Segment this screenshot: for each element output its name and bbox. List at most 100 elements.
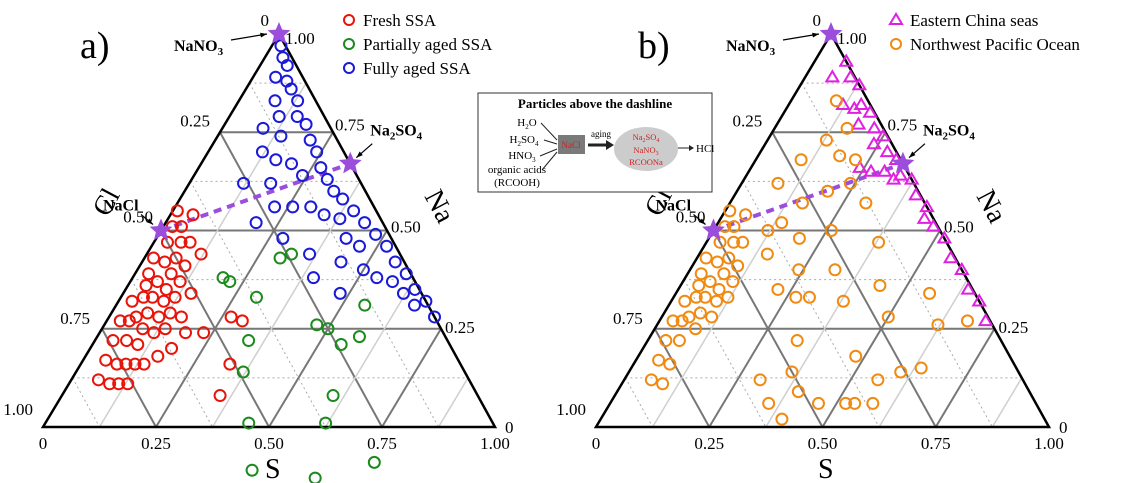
- data-points-b: [644, 53, 994, 426]
- data-point: [280, 58, 294, 72]
- data-point: [652, 353, 666, 367]
- data-point: [152, 310, 166, 324]
- inset-input-h2o: H2O: [517, 117, 536, 131]
- data-point: [682, 310, 696, 324]
- grid-line: [268, 229, 388, 428]
- tick-label-s: 1.00: [480, 434, 510, 453]
- data-point: [838, 53, 855, 67]
- grid-line-light: [437, 377, 469, 428]
- reference-label: Na2SO4: [370, 123, 422, 143]
- data-points-a: [91, 39, 442, 483]
- tick-label-cl: 1.00: [556, 400, 586, 419]
- data-point: [164, 267, 178, 281]
- data-point: [872, 235, 886, 249]
- data-point: [771, 176, 785, 190]
- ref-arrowhead: [146, 218, 153, 225]
- data-point: [333, 212, 347, 226]
- data-point: [139, 279, 153, 293]
- tick-label-na: 0.25: [445, 318, 475, 337]
- tick-label-cl: 0: [261, 11, 270, 30]
- data-point: [314, 161, 328, 175]
- data-point: [284, 82, 298, 96]
- data-point: [194, 247, 208, 261]
- axis-title-na-b: Na: [970, 185, 1013, 229]
- inset-product-rcoona: RCOONa: [629, 157, 663, 167]
- data-point: [285, 157, 299, 171]
- data-point: [136, 290, 150, 304]
- data-point: [356, 263, 370, 277]
- reference-star: [819, 22, 843, 44]
- data-point: [908, 187, 924, 201]
- data-point: [370, 271, 384, 285]
- reference-points-b: NaNO3 Na2SO4 NaCl: [656, 22, 975, 241]
- data-point: [849, 349, 863, 363]
- data-point: [334, 255, 348, 269]
- dashline-b: [712, 161, 904, 233]
- reference-star: [891, 151, 915, 174]
- inset-product-ellipse: [614, 127, 678, 171]
- axis-title-na-a: Na: [418, 185, 461, 229]
- data-point: [103, 377, 117, 391]
- reference-points-a: NaNO3 Na2SO4 NaCl: [103, 22, 423, 241]
- data-point: [339, 231, 353, 245]
- data-point: [184, 286, 198, 300]
- data-point: [122, 314, 136, 328]
- data-point: [739, 208, 753, 222]
- data-point: [369, 227, 383, 241]
- data-point: [723, 204, 737, 218]
- data-point: [150, 275, 164, 289]
- data-point: [722, 251, 736, 265]
- legend-label: Partially aged SSA: [363, 35, 493, 54]
- data-point: [644, 373, 658, 387]
- data-point: [235, 314, 249, 328]
- data-point: [873, 279, 887, 293]
- data-point: [710, 294, 723, 308]
- data-point: [174, 310, 188, 324]
- data-point: [753, 373, 767, 387]
- grid-line: [742, 181, 880, 428]
- panel-label-b: b): [638, 25, 670, 67]
- data-point: [269, 70, 283, 84]
- data-point: [894, 365, 908, 379]
- data-point: [789, 290, 803, 304]
- data-point: [274, 129, 288, 143]
- data-point: [876, 163, 893, 177]
- data-point: [833, 149, 847, 163]
- data-point: [197, 326, 211, 340]
- inset-nacl-box: [558, 135, 585, 154]
- data-point: [245, 463, 259, 477]
- data-point: [824, 69, 841, 83]
- data-point: [659, 334, 673, 348]
- tick-label-cl: 0.50: [676, 208, 706, 227]
- panel-label-a: a): [80, 25, 110, 67]
- data-point: [925, 218, 942, 232]
- data-point: [698, 290, 712, 304]
- data-point: [125, 294, 139, 308]
- data-point: [320, 172, 334, 186]
- data-point: [848, 153, 862, 167]
- tick-label-s: 0.50: [808, 434, 838, 453]
- tick-label-s: 0: [592, 434, 601, 453]
- data-point: [802, 290, 816, 304]
- data-point: [113, 314, 127, 328]
- reference-star: [267, 22, 291, 44]
- data-point: [157, 294, 171, 308]
- data-point: [299, 117, 313, 131]
- data-point: [936, 230, 953, 244]
- data-point: [286, 200, 300, 214]
- grid-line-light: [324, 279, 415, 428]
- data-point: [319, 416, 333, 430]
- grid-line: [190, 181, 326, 428]
- tick-label-na: 1.00: [285, 29, 315, 48]
- inset-input-hno3: HNO3: [508, 150, 536, 164]
- data-point: [862, 104, 878, 118]
- data-point: [692, 279, 706, 293]
- data-point: [848, 396, 862, 410]
- data-point: [255, 145, 269, 159]
- data-point: [136, 322, 150, 336]
- axis-title-s-b: S: [818, 454, 834, 483]
- tick-label-na: 0: [505, 418, 514, 437]
- data-point: [785, 365, 799, 379]
- grid-line: [249, 82, 439, 428]
- inset-aging-arrowhead: [606, 140, 614, 150]
